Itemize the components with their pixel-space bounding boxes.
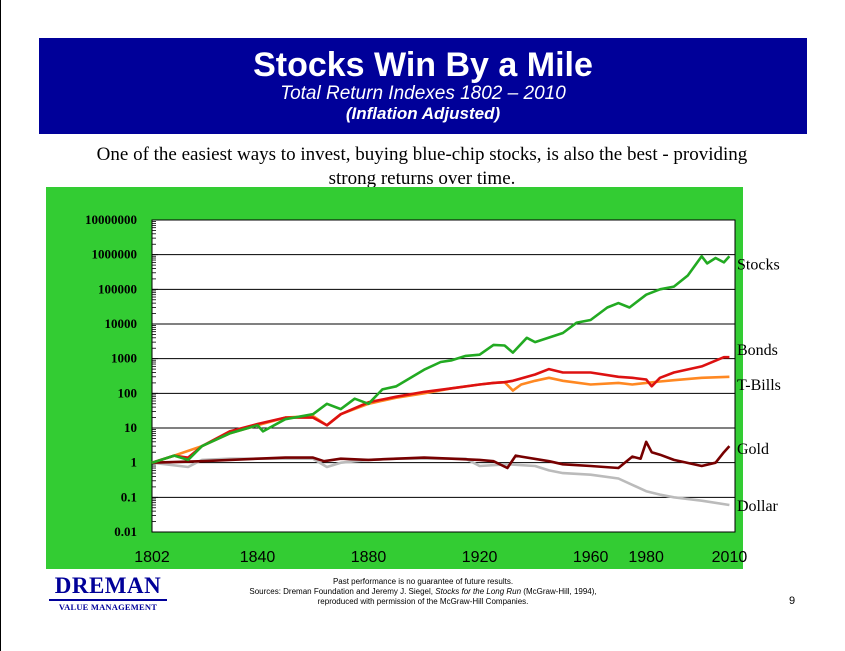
x-tick-label: 2010 <box>712 549 748 566</box>
y-tick-label: 10000 <box>105 316 138 331</box>
sources-text: Sources: Dreman Foundation and Jeremy J.… <box>200 587 646 597</box>
y-tick-label: 0.01 <box>114 524 137 539</box>
slide-border <box>0 0 1 651</box>
sources-suffix: (McGraw-Hill, 1994), <box>521 587 597 596</box>
company-logo: DREMAN VALUE MANAGEMENT <box>49 574 167 612</box>
y-tick-label: 1000 <box>111 351 137 366</box>
y-tick-label: 100 <box>118 385 138 400</box>
slide-subtitle-note: (Inflation Adjusted) <box>345 104 501 123</box>
permission-text: reproduced with permission of the McGraw… <box>317 597 529 606</box>
logo-name: DREMAN <box>54 573 162 598</box>
slide-title: Stocks Win By a Mile <box>253 46 593 84</box>
minor-ticks <box>152 221 158 533</box>
series-label-stocks: Stocks <box>737 256 780 273</box>
x-axis-labels: 1802 1840 1880 1920 1960 1980 2010 <box>134 549 747 566</box>
title-banner: Stocks Win By a Mile Total Return Indexe… <box>39 38 807 134</box>
sources-book-title: Stocks for the Long Run <box>435 587 522 596</box>
x-tick-label: 1880 <box>351 549 387 566</box>
y-tick-label: 10 <box>124 420 137 435</box>
x-tick-label: 1920 <box>462 549 498 566</box>
y-tick-label: 1 <box>131 455 138 470</box>
series-label-gold: Gold <box>737 441 769 458</box>
page-number: 9 <box>789 595 796 607</box>
series-label-bonds: Bonds <box>737 342 778 359</box>
sources-prefix: Sources: Dreman Foundation and Jeremy J.… <box>249 587 436 596</box>
logo-rule <box>49 599 167 601</box>
disclaimer-text: Past performance is no guarantee of futu… <box>332 577 514 586</box>
slide-subtitle: Total Return Indexes 1802 – 2010 <box>280 83 566 104</box>
x-tick-label: 1840 <box>240 549 276 566</box>
y-axis-labels: 10000000 1000000 100000 10000 1000 100 10 1 0.1 0… <box>85 212 137 539</box>
series-lines <box>151 254 731 507</box>
y-tick-label: 10000000 <box>85 212 137 227</box>
y-tick-label: 0.1 <box>121 489 137 504</box>
footer-notes: Past performance is no guarantee of futu… <box>200 577 646 607</box>
plot-area <box>151 219 736 533</box>
y-tick-label: 1000000 <box>92 247 138 262</box>
series-labels: Stocks Bonds T-Bills Gold Dollar <box>737 256 781 515</box>
series-line-stocks <box>151 254 731 464</box>
series-label-t-bills: T-Bills <box>737 377 781 394</box>
x-tick-label: 1980 <box>628 549 664 566</box>
logo-subtitle: VALUE MANAGEMENT <box>58 602 158 612</box>
y-tick-label: 100000 <box>98 281 137 296</box>
slide-caption: One of the easiest ways to invest, buyin… <box>96 144 748 189</box>
x-tick-label: 1960 <box>573 549 609 566</box>
series-line-gold <box>151 440 731 470</box>
x-tick-label: 1802 <box>134 549 170 566</box>
series-label-dollar: Dollar <box>737 498 779 515</box>
